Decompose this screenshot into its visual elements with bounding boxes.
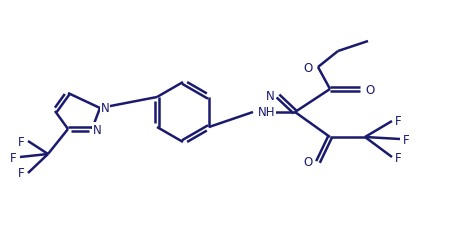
Text: N: N	[266, 90, 275, 103]
Text: NH: NH	[258, 106, 275, 119]
Text: O: O	[304, 61, 313, 74]
Text: N: N	[93, 123, 102, 136]
Text: F: F	[403, 133, 409, 146]
Text: F: F	[395, 115, 402, 128]
Text: F: F	[17, 167, 24, 180]
Text: O: O	[365, 83, 374, 96]
Text: N: N	[101, 102, 110, 115]
Text: F: F	[9, 151, 16, 164]
Text: O: O	[304, 156, 313, 169]
Text: F: F	[17, 135, 24, 148]
Text: F: F	[395, 151, 402, 164]
